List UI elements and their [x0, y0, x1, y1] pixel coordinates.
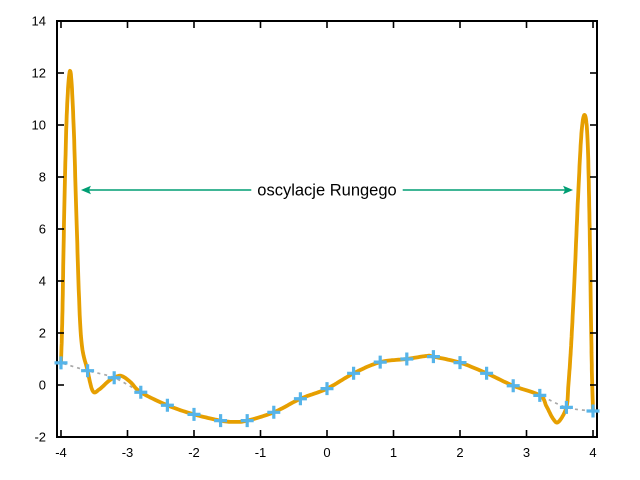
node-plus-marker [134, 385, 148, 399]
y-tick-label: 8 [39, 170, 46, 185]
node-plus-marker [400, 352, 414, 366]
node-plus-marker [214, 414, 228, 428]
node-plus-marker [54, 356, 68, 370]
interpolation-node-markers [54, 350, 600, 428]
node-plus-marker [81, 364, 95, 378]
node-plus-marker [293, 392, 307, 406]
y-tick-label: -2 [34, 430, 46, 445]
y-tick-label: 4 [39, 274, 46, 289]
node-plus-marker [586, 404, 600, 418]
x-axis-tick-labels: -4 -3 -2 -1 0 1 2 3 4 [55, 445, 596, 460]
y-tick-label: 14 [32, 14, 46, 29]
x-tick-label: -2 [188, 445, 200, 460]
y-tick-label: 6 [39, 222, 46, 237]
node-plus-marker [347, 366, 361, 380]
x-tick-label: 0 [323, 445, 330, 460]
arrowhead-right-icon [563, 185, 574, 195]
node-plus-marker [533, 388, 547, 402]
arrowhead-left-icon [80, 185, 91, 195]
x-tick-label: 4 [589, 445, 596, 460]
node-plus-marker [559, 400, 573, 414]
x-tick-label: 3 [523, 445, 530, 460]
plot-frame-and-ticks [56, 20, 598, 438]
node-plus-marker [426, 350, 440, 364]
y-tick-label: 2 [39, 326, 46, 341]
x-tick-label: 1 [390, 445, 397, 460]
x-tick-label: 2 [456, 445, 463, 460]
node-plus-marker [187, 407, 201, 421]
node-plus-marker [107, 371, 121, 385]
runge-annotation-arrow: oscylacje Rungego [80, 182, 574, 200]
y-tick-label: 0 [39, 378, 46, 393]
node-plus-marker [506, 379, 520, 393]
y-tick-label: 10 [32, 118, 46, 133]
node-plus-marker [453, 356, 467, 370]
x-tick-label: -3 [122, 445, 134, 460]
node-plus-marker [160, 398, 174, 412]
plot-area-background [57, 21, 597, 437]
y-tick-label: 12 [32, 66, 46, 81]
x-tick-label: -4 [55, 445, 67, 460]
annotation-label: oscylacje Rungego [257, 182, 396, 200]
y-axis-tick-labels: -2 0 2 4 6 8 10 12 14 [32, 14, 46, 445]
node-plus-marker [320, 382, 334, 396]
node-plus-marker [240, 414, 254, 428]
node-plus-marker [480, 366, 494, 380]
node-plus-marker [267, 405, 281, 419]
x-tick-label: -1 [255, 445, 267, 460]
node-plus-marker [373, 355, 387, 369]
